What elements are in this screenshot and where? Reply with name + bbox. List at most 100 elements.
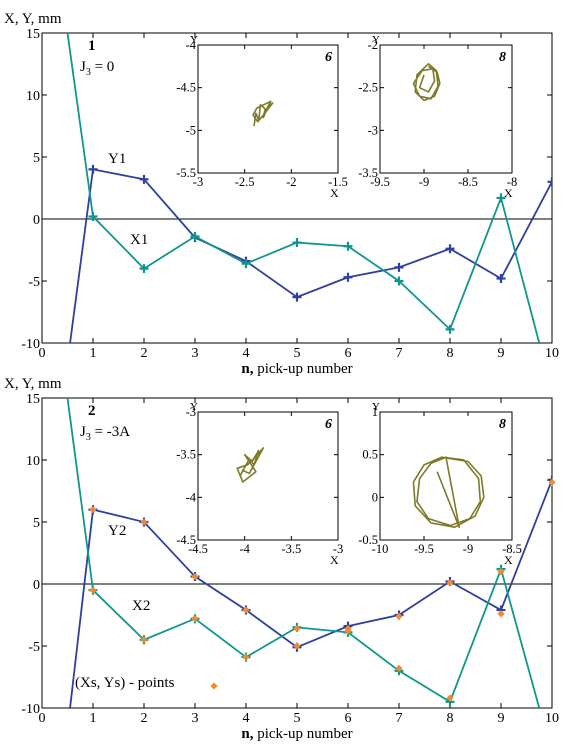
x-tick-label: 2 (141, 346, 148, 361)
inset-x-axis-label: X (504, 553, 513, 567)
inset-y-tick-label: -2 (368, 38, 378, 52)
x-tick-label: 0 (39, 346, 46, 361)
points-legend-marker (210, 682, 218, 690)
x-tick-label: 3 (192, 346, 199, 361)
inset-y-tick-label: -3 (186, 405, 196, 419)
data-point-Y2 (547, 475, 552, 485)
y-tick-label: 15 (26, 392, 40, 407)
xs-ys-point (140, 636, 148, 644)
data-point-Y1 (343, 272, 353, 282)
inset-y-axis-label: Y (372, 34, 380, 46)
x-tick-label: 0 (39, 711, 46, 726)
data-point-X1 (190, 231, 200, 241)
inset-x-tick-label: -4.5 (188, 542, 208, 556)
inset-y-tick-label: -5.5 (176, 166, 196, 180)
inset-x-tick-label: -9 (463, 542, 473, 556)
inset-x-tick-label: -8 (507, 175, 517, 189)
y-tick-label: -10 (21, 702, 40, 717)
inset-trace (236, 447, 265, 483)
y-tick-label: 5 (33, 516, 40, 531)
xs-ys-point (293, 625, 301, 633)
inset-x-tick-label: -10 (372, 542, 389, 556)
x-tick-label: 7 (396, 711, 403, 726)
inset-x-tick-label: -2 (286, 175, 296, 189)
x-tick-label: 7 (396, 346, 403, 361)
inset-x-tick-label: -8.5 (502, 542, 522, 556)
points-legend-label: (Xs, Ys) - points (75, 675, 175, 691)
inset-6: -4.5 -4 -3.5 -3 -3 -3.5 -4 -4.5 6 Y X (176, 401, 343, 567)
xs-ys-point (242, 653, 250, 661)
inset-trace (252, 100, 274, 127)
inset-x-tick-label: -3 (333, 542, 343, 556)
x-tick-label: 5 (294, 711, 301, 726)
condition-label: J3 = 0 (80, 59, 114, 78)
inset-x-tick-label: -3.5 (281, 542, 301, 556)
data-point-Y1 (547, 177, 552, 187)
panel-1: 0 1 2 3 4 5 6 7 8 9 10 -10 -5 0 5 10 15X, Y, mm n, pick-u… (4, 11, 559, 377)
inset-x-axis-label: X (504, 186, 513, 200)
inset-frame (197, 411, 339, 541)
xs-ys-point (89, 586, 97, 594)
y-tick-label: -5 (28, 275, 40, 290)
y-tick-label: 15 (26, 27, 40, 42)
inset-y-tick-label: -5 (186, 123, 196, 137)
data-point-X1 (343, 241, 353, 251)
inset-y-axis-label: Y (190, 34, 198, 46)
data-point-X1 (292, 238, 302, 248)
inset-label: 6 (325, 417, 332, 432)
xs-ys-point (242, 606, 250, 614)
panel-label: 1 (88, 38, 96, 54)
xs-ys-point (191, 615, 199, 623)
x-tick-label: 8 (447, 711, 454, 726)
inset-8: -10 -9.5 -9 -8.5 1 0.5 0 -0.5 8 Y X (358, 401, 522, 567)
data-point-X1 (394, 276, 404, 286)
inset-x-tick-label: -2.5 (235, 175, 255, 189)
y-axis-label: X, Y, mm (4, 376, 62, 392)
x-tick-label: 1 (90, 711, 97, 726)
xs-ys-point (191, 572, 199, 581)
inset-label: 8 (499, 417, 506, 432)
data-point-Y1 (139, 174, 149, 184)
inset-8: -9.5 -9 -8.5 -8 -2 -2.5 -3 -3.5 8 Y X (358, 34, 517, 200)
y-tick-label: 5 (33, 151, 40, 166)
data-point-X1 (496, 193, 506, 203)
data-point-X1 (241, 259, 251, 269)
x-axis-label: n, pick-up number (241, 726, 352, 742)
xs-ys-point (293, 642, 301, 650)
xs-ys-point (395, 612, 403, 620)
series-group (66, 33, 552, 343)
inset-x-tick-label: -9 (419, 175, 429, 189)
x-tick-label: 8 (447, 346, 454, 361)
inset-y-tick-label: -0.5 (358, 533, 378, 547)
inset-x-tick-label: -8.5 (458, 175, 478, 189)
x-tick-label: 6 (345, 711, 352, 726)
x-tick-label: 4 (243, 711, 250, 726)
x-tick-label: 10 (545, 711, 559, 726)
inset-x-tick-label: -1.5 (328, 175, 348, 189)
y-tick-label: 0 (33, 213, 40, 228)
inset-y-tick-label: -4.5 (176, 533, 196, 547)
y-tick-label: -10 (21, 337, 40, 352)
inset-y-axis-label: Y (372, 401, 380, 413)
x-tick-label: 9 (498, 346, 505, 361)
x-tick-label: 5 (294, 346, 301, 361)
inset-6: -3 -2.5 -2 -1.5 -4 -4.5 -5 -5.5 6 Y X (176, 34, 348, 200)
x-tick-label: 10 (545, 346, 559, 361)
y-tick-label: -5 (28, 640, 40, 655)
panel-label: 2 (88, 403, 96, 419)
data-point-X1 (445, 324, 455, 334)
x-tick-label: 4 (243, 346, 250, 361)
inset-y-tick-label: -4 (186, 38, 197, 52)
inset-y-tick-label: -3.5 (358, 166, 378, 180)
data-point-X1 (139, 264, 149, 274)
data-point-X1 (88, 212, 98, 222)
data-point-Y1 (292, 292, 302, 302)
inset-x-tick-label: -4 (239, 542, 250, 556)
inset-trace (412, 62, 441, 102)
inset-label: 6 (325, 50, 332, 65)
inset-y-tick-label: -4 (186, 490, 197, 504)
inset-y-axis-label: Y (190, 401, 198, 413)
inset-label: 8 (499, 50, 506, 65)
inset-frame (379, 44, 513, 174)
